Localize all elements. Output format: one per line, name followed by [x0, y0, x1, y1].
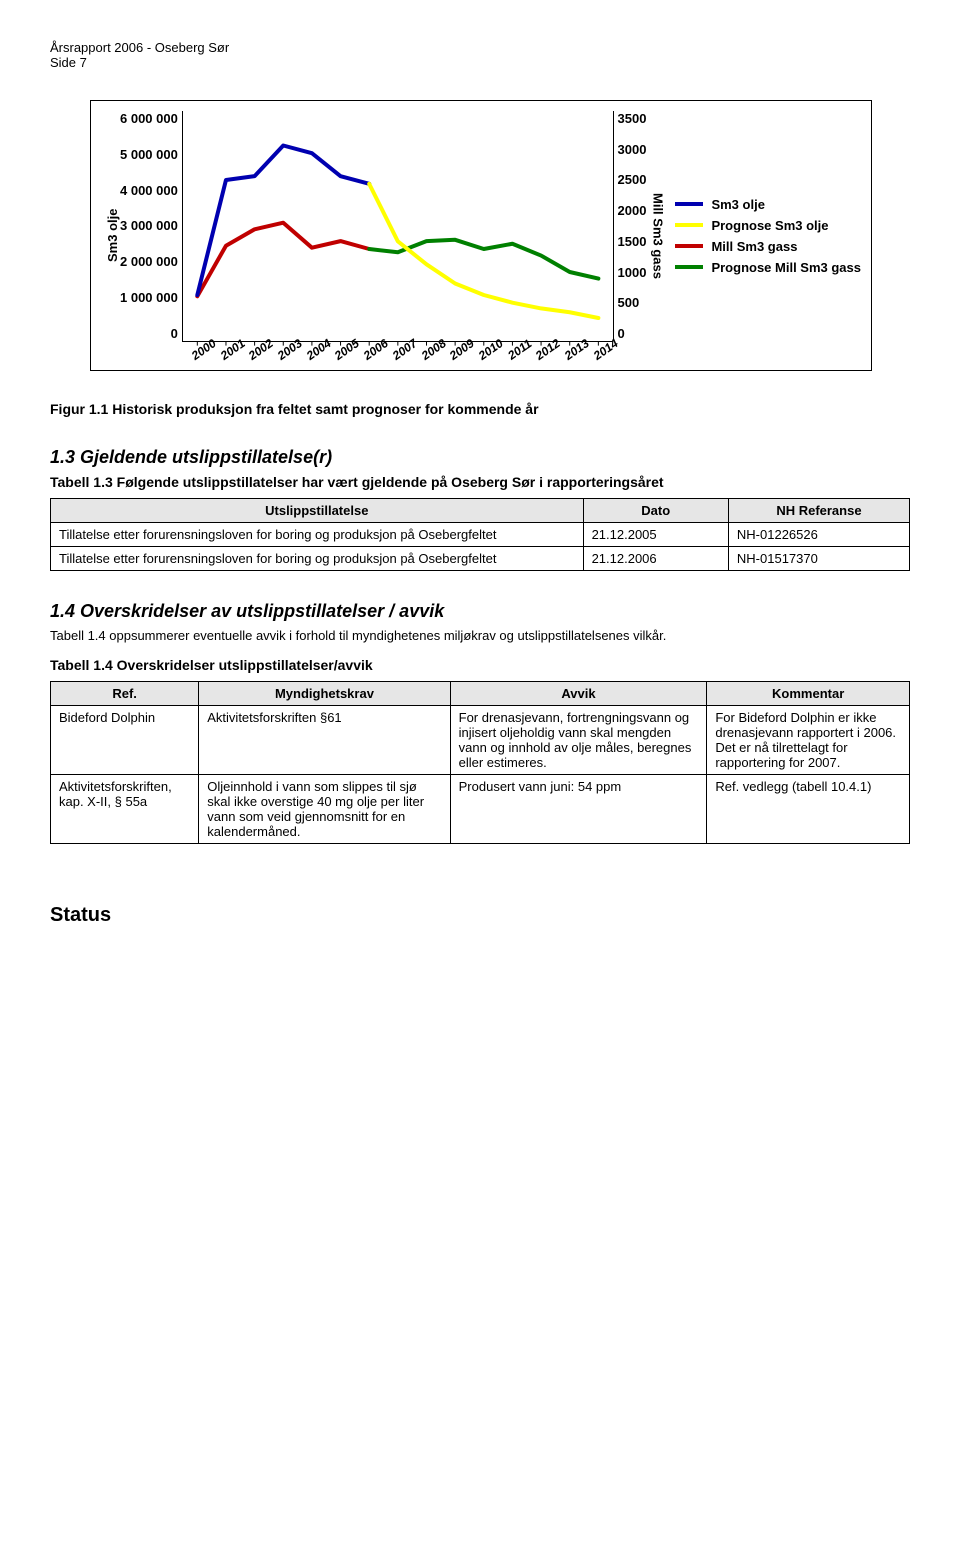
legend-swatch — [675, 265, 703, 269]
figure-caption: Figur 1.1 Historisk produksjon fra felte… — [50, 401, 910, 417]
legend-label: Prognose Mill Sm3 gass — [711, 260, 861, 275]
section-1-3-heading: 1.3 Gjeldende utslippstillatelse(r) — [50, 447, 910, 468]
table-header: Avvik — [450, 682, 707, 706]
y-left-tick: 3 000 000 — [120, 218, 178, 233]
header-line1: Årsrapport 2006 - Oseberg Sør — [50, 40, 910, 55]
header-line2: Side 7 — [50, 55, 910, 70]
table-header: Dato — [583, 499, 728, 523]
table-cell: Oljeinnhold i vann som slippes til sjø s… — [199, 775, 450, 844]
table-cell: Aktivitetsforskriften §61 — [199, 706, 450, 775]
y-left-tick: 5 000 000 — [120, 147, 178, 162]
table-cell: For Bideford Dolphin er ikke drenasjevan… — [707, 706, 910, 775]
legend-swatch — [675, 223, 703, 227]
legend-swatch — [675, 244, 703, 248]
table-header: Ref. — [51, 682, 199, 706]
y-right-ticks: 3500 3000 2500 2000 1500 1000 500 0 — [614, 111, 647, 359]
legend-label: Prognose Sm3 olje — [711, 218, 828, 233]
legend-item: Sm3 olje — [675, 197, 861, 212]
chart-legend: Sm3 olje Prognose Sm3 olje Mill Sm3 gass Pr… — [675, 191, 861, 281]
y-right-tick: 1500 — [618, 234, 647, 249]
table-row: Tillatelse etter forurensningsloven for … — [51, 547, 910, 571]
legend-item: Prognose Sm3 olje — [675, 218, 861, 233]
y-left-ticks: 6 000 000 5 000 000 4 000 000 3 000 000 2 00… — [120, 111, 182, 359]
plot-area — [182, 111, 613, 342]
y-left-tick: 0 — [120, 326, 178, 341]
table-cell: Tillatelse etter forurensningsloven for … — [51, 523, 584, 547]
y-left-label: Sm3 olje — [101, 111, 120, 360]
table-header: Myndighetskrav — [199, 682, 450, 706]
legend-item: Mill Sm3 gass — [675, 239, 861, 254]
table-row: Tillatelse etter forurensningsloven for … — [51, 523, 910, 547]
table-cell: Produsert vann juni: 54 ppm — [450, 775, 707, 844]
section-1-4-heading: 1.4 Overskridelser av utslippstillatelse… — [50, 601, 910, 622]
table-1-4-caption: Tabell 1.4 Overskridelser utslippstillat… — [50, 657, 910, 673]
production-chart: Sm3 olje 6 000 000 5 000 000 4 000 000 3 00… — [90, 100, 872, 371]
table-cell: NH-01226526 — [728, 523, 909, 547]
legend-label: Mill Sm3 gass — [711, 239, 797, 254]
table-cell: 21.12.2005 — [583, 523, 728, 547]
table-header: NH Referanse — [728, 499, 909, 523]
permits-table: UtslippstillatelseDatoNH Referanse Tilla… — [50, 498, 910, 571]
legend-swatch — [675, 202, 703, 206]
table-row: Aktivitetsforskriften, kap. X-II, § 55aO… — [51, 775, 910, 844]
table-cell: For drenasjevann, fortrengningsvann og i… — [450, 706, 707, 775]
y-right-tick: 1000 — [618, 265, 647, 280]
table-cell: Bideford Dolphin — [51, 706, 199, 775]
y-right-tick: 0 — [618, 326, 647, 341]
y-left-tick: 1 000 000 — [120, 290, 178, 305]
page-header: Årsrapport 2006 - Oseberg Sør Side 7 — [50, 40, 910, 70]
legend-label: Sm3 olje — [711, 197, 764, 212]
section-1-4-para: Tabell 1.4 oppsummerer eventuelle avvik … — [50, 628, 910, 643]
x-ticks: 2000200120022003200420052006200720082009… — [182, 346, 613, 360]
legend-item: Prognose Mill Sm3 gass — [675, 260, 861, 275]
deviations-table: Ref.MyndighetskravAvvikKommentar Bidefor… — [50, 681, 910, 844]
y-right-label: Mill Sm3 gass — [646, 111, 665, 360]
y-right-tick: 3000 — [618, 142, 647, 157]
table-header: Utslippstillatelse — [51, 499, 584, 523]
table-cell: Aktivitetsforskriften, kap. X-II, § 55a — [51, 775, 199, 844]
table-cell: Tillatelse etter forurensningsloven for … — [51, 547, 584, 571]
y-right-tick: 2000 — [618, 203, 647, 218]
table-header: Kommentar — [707, 682, 910, 706]
y-right-tick: 2500 — [618, 172, 647, 187]
table-1-3-caption: Tabell 1.3 Følgende utslippstillatelser … — [50, 474, 910, 490]
table-row: Bideford DolphinAktivitetsforskriften §6… — [51, 706, 910, 775]
y-left-tick: 4 000 000 — [120, 183, 178, 198]
y-right-tick: 3500 — [618, 111, 647, 126]
table-cell: NH-01517370 — [728, 547, 909, 571]
table-cell: Ref. vedlegg (tabell 10.4.1) — [707, 775, 910, 844]
table-cell: 21.12.2006 — [583, 547, 728, 571]
status-heading: Status — [50, 904, 910, 927]
y-left-tick: 2 000 000 — [120, 254, 178, 269]
y-left-tick: 6 000 000 — [120, 111, 178, 126]
y-right-tick: 500 — [618, 295, 647, 310]
